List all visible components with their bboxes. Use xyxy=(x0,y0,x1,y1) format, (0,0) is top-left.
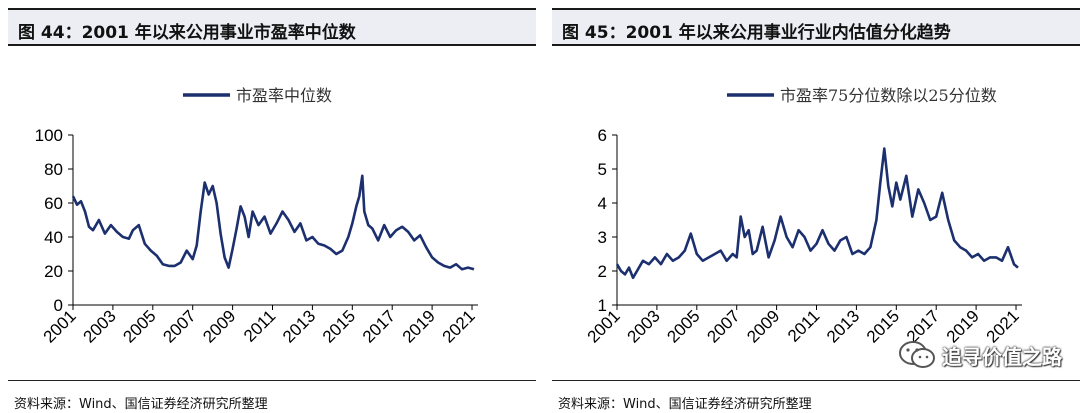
y-tick-label: 80 xyxy=(44,160,63,179)
legend-label: 市盈率75分位数除以25分位数 xyxy=(780,86,997,105)
y-tick-label: 2 xyxy=(598,262,607,281)
y-tick-label: 100 xyxy=(35,126,63,145)
y-tick-label: 1 xyxy=(598,296,607,315)
x-tick-label: 2019 xyxy=(399,306,439,346)
series-line xyxy=(615,147,1019,280)
x-tick-label: 2001 xyxy=(40,306,80,346)
x-tick-label: 2001 xyxy=(584,306,624,346)
x-tick-label: 2013 xyxy=(823,306,863,346)
figure-title: 图 45：2001 年以来公用事业行业内估值分化趋势 xyxy=(562,23,951,43)
wechat-icon xyxy=(899,341,935,368)
figure-title-bar: 图 45：2001 年以来公用事业行业内估值分化趋势 xyxy=(552,8,1080,46)
source-note: 资料来源：Wind、国信证券经济研究所整理 xyxy=(558,397,812,412)
source-divider xyxy=(552,380,1080,381)
y-tick-label: 3 xyxy=(598,228,607,247)
x-tick-label: 2007 xyxy=(703,306,743,346)
x-tick-label: 2009 xyxy=(743,306,783,346)
legend-label: 市盈率中位数 xyxy=(236,86,332,105)
x-tick-label: 2003 xyxy=(624,306,664,346)
x-tick-label: 2013 xyxy=(279,306,319,346)
source-divider xyxy=(8,380,536,381)
x-tick-label: 2007 xyxy=(159,306,199,346)
y-tick-label: 5 xyxy=(598,160,607,179)
x-tick-label: 2011 xyxy=(784,306,823,345)
figure-title: 图 44：2001 年以来公用事业市盈率中位数 xyxy=(18,23,356,43)
x-tick-label: 2011 xyxy=(240,306,279,345)
series-line xyxy=(71,174,475,271)
figure-title-bar: 图 44：2001 年以来公用事业市盈率中位数 xyxy=(8,8,536,46)
y-tick-label: 40 xyxy=(44,228,63,247)
watermark: 追寻价值之路 xyxy=(898,340,1062,370)
x-tick-label: 2009 xyxy=(199,306,239,346)
y-tick-label: 60 xyxy=(44,194,63,213)
chart-panel-right: 图 45：2001 年以来公用事业行业内估值分化趋势 市盈率75分位数除以25分… xyxy=(552,0,1080,413)
source-note: 资料来源：Wind、国信证券经济研究所整理 xyxy=(14,397,268,412)
x-tick-label: 2017 xyxy=(359,306,399,346)
y-tick-label: 6 xyxy=(598,126,607,145)
watermark-text: 追寻价值之路 xyxy=(942,344,1062,369)
x-tick-label: 2005 xyxy=(663,306,703,346)
legend: 市盈率中位数 xyxy=(183,86,332,105)
legend: 市盈率75分位数除以25分位数 xyxy=(727,86,997,105)
y-tick-label: 0 xyxy=(54,296,63,315)
y-tick-label: 4 xyxy=(598,194,607,213)
x-tick-label: 2015 xyxy=(319,306,359,346)
x-tick-label: 2005 xyxy=(119,306,159,346)
x-tick-label: 2003 xyxy=(80,306,120,346)
y-tick-label: 20 xyxy=(44,262,63,281)
line-chart-valuation-dispersion: 市盈率75分位数除以25分位数 1 2 3 4 5 6 2001 2003 2005 2007 200… xyxy=(584,86,1023,347)
x-tick-label: 2021 xyxy=(439,306,479,346)
chart-panel-left: 图 44：2001 年以来公用事业市盈率中位数 市盈率中位数 0 20 40 60 80 1… xyxy=(8,0,536,413)
